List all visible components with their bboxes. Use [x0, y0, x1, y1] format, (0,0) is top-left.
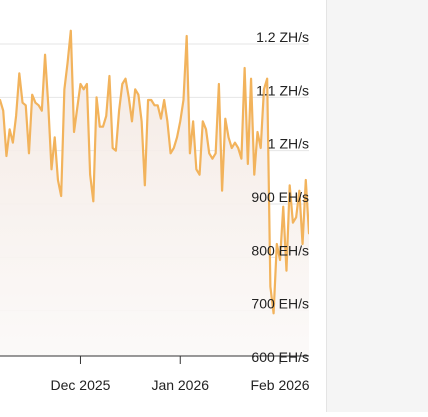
hashrate-chart: 1.2 ZH/s 1.1 ZH/s 1 ZH/s 900 EH/s 800 EH/s 70… [0, 29, 310, 393]
series-line-layer [0, 29, 309, 315]
x-axis-labels: Dec 2025 Jan 2026 Feb 2026 [51, 377, 310, 393]
y-tick-label: 1.1 ZH/s [256, 82, 309, 98]
y-tick-label: 600 EH/s [251, 349, 309, 365]
y-tick-label: 700 EH/s [251, 296, 309, 312]
x-axis [0, 355, 309, 364]
y-tick-label: 900 EH/s [251, 189, 309, 205]
y-tick-label: 1.2 ZH/s [256, 29, 309, 45]
x-tick-label: Dec 2025 [51, 377, 111, 393]
chart-svg: 1.2 ZH/s 1.1 ZH/s 1 ZH/s 900 EH/s 800 EH/s 70… [0, 29, 310, 393]
x-tick-label: Jan 2026 [151, 377, 209, 393]
series-line [0, 29, 309, 315]
y-axis-labels: 1.2 ZH/s 1.1 ZH/s 1 ZH/s 900 EH/s 800 EH/s 70… [251, 29, 309, 365]
side-panel [326, 0, 428, 412]
y-tick-label: 800 EH/s [251, 242, 309, 258]
x-tick-label: Feb 2026 [250, 377, 309, 393]
y-tick-label: 1 ZH/s [268, 136, 309, 152]
